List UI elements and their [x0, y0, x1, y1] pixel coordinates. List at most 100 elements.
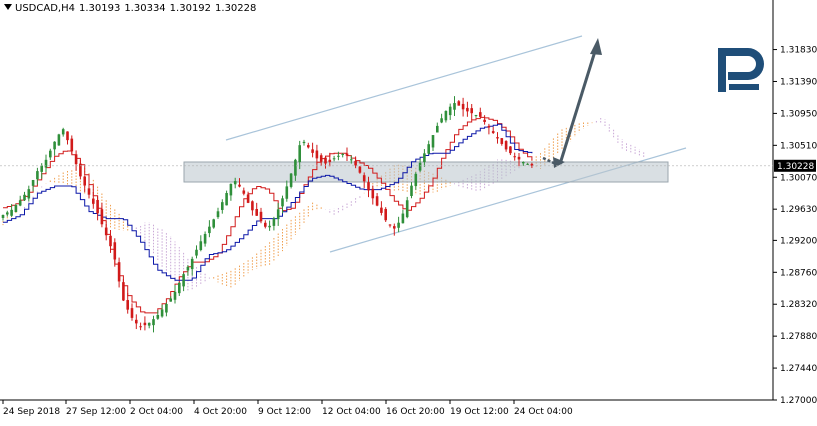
- candle-bear: [246, 194, 250, 203]
- candle-bull: [233, 181, 237, 185]
- candle-bear: [122, 282, 125, 301]
- candle-bull: [199, 241, 203, 251]
- candle-bear: [500, 138, 504, 144]
- candle-bear: [255, 209, 258, 216]
- candle-bear: [319, 155, 323, 162]
- candle-bull: [182, 274, 185, 287]
- candle-bull: [522, 161, 525, 164]
- y-tick-label: 1.30070: [780, 173, 817, 183]
- candle-bull: [350, 159, 353, 161]
- candle-bear: [466, 107, 469, 112]
- candle-bear: [135, 319, 138, 324]
- candle-bear: [517, 156, 521, 160]
- candle-bull: [397, 222, 400, 228]
- candle-bull: [337, 155, 340, 157]
- candle-bear: [311, 149, 314, 153]
- x-tick-label: 16 Oct 20:00: [386, 407, 445, 417]
- y-tick-label: 1.28760: [780, 268, 817, 278]
- dropdown-triangle-icon[interactable]: [4, 4, 12, 10]
- x-tick-label: 19 Oct 12:00: [450, 407, 509, 417]
- y-tick-label: 1.29200: [780, 236, 817, 246]
- candle-bear: [307, 145, 310, 148]
- candle-bear: [130, 308, 134, 318]
- arrow-head-icon: [590, 38, 602, 55]
- x-tick-label: 12 Oct 04:00: [322, 407, 381, 417]
- candle-bull: [526, 163, 529, 165]
- candle-bear: [79, 163, 82, 177]
- candle-bull: [332, 158, 336, 160]
- y-tick-label: 1.28320: [780, 300, 817, 310]
- y-tick-label: 1.31390: [780, 77, 817, 87]
- candle-bear: [491, 131, 495, 133]
- candle-bull: [341, 153, 344, 155]
- x-tick-label: 9 Oct 12:00: [258, 407, 311, 417]
- candle-bear: [513, 156, 516, 158]
- candle-bull: [298, 145, 301, 163]
- candle-bear: [375, 196, 379, 206]
- candle-bear: [384, 208, 387, 221]
- support-zone-box: [183, 161, 669, 183]
- candle-bear: [83, 176, 86, 186]
- candle-bear: [264, 222, 267, 227]
- candle-bear: [496, 137, 499, 139]
- candle-bear: [380, 207, 383, 213]
- candle-bear: [66, 131, 69, 141]
- candle-bear: [109, 235, 112, 247]
- x-tick-label: 27 Sep 12:00: [66, 407, 126, 417]
- candle-bull: [272, 218, 276, 226]
- candle-bear: [393, 226, 396, 229]
- candle-bull: [147, 322, 151, 326]
- candle-bull: [405, 200, 409, 218]
- candle-bull: [289, 173, 293, 187]
- candle-bear: [354, 160, 357, 166]
- candle-bear: [259, 211, 263, 222]
- candle-bear: [315, 150, 319, 159]
- candle-bull: [1, 214, 5, 218]
- candle-bull: [229, 183, 233, 196]
- candle-bear: [530, 163, 534, 166]
- x-tick-label: 2 Oct 04:00: [130, 407, 183, 417]
- chart-header: USDCAD,H4 1.30193 1.30334 1.30192 1.30228: [4, 3, 260, 14]
- candle-bull: [165, 303, 168, 313]
- candle-bear: [74, 154, 78, 165]
- candle-bull: [414, 173, 418, 187]
- candle-bear: [461, 103, 465, 110]
- candle-bull: [474, 115, 478, 117]
- candle-bear: [139, 326, 142, 328]
- x-tick-label: 4 Oct 20:00: [194, 407, 247, 417]
- y-tick-label: 1.29630: [780, 205, 817, 215]
- kijun-line: [3, 123, 533, 281]
- y-tick-label: 1.30510: [780, 141, 817, 151]
- candle-bear: [324, 157, 327, 164]
- candle-bull: [448, 106, 452, 116]
- symbol-label: USDCAD,H4: [15, 3, 75, 14]
- candle-bull: [440, 118, 443, 123]
- candle-bear: [251, 201, 254, 211]
- candle-bull: [444, 110, 448, 121]
- candle-bull: [285, 186, 289, 199]
- candle-bear: [504, 141, 508, 150]
- candle-bull: [57, 134, 61, 146]
- logo-icon: [718, 48, 764, 92]
- candle-bear: [345, 153, 349, 156]
- candle-bull: [216, 211, 220, 218]
- candle-bull: [27, 189, 31, 199]
- candle-bear: [238, 184, 241, 187]
- brand-logo-icon: [718, 48, 764, 92]
- candle-bull: [431, 135, 435, 148]
- y-tick-label: 1.30950: [780, 109, 817, 119]
- candle-bull: [23, 194, 26, 201]
- close-value: 1.30228: [215, 3, 257, 14]
- candle-bear: [126, 300, 129, 310]
- current-price-tag: [774, 159, 816, 172]
- current-price-label: 1.30228: [777, 162, 814, 172]
- candle-bull: [178, 282, 181, 294]
- brand-logo-bar: [729, 84, 759, 90]
- candle-bull: [31, 180, 35, 186]
- candle-bull: [44, 159, 48, 168]
- candle-bull: [294, 159, 297, 176]
- candle-bull: [160, 309, 164, 317]
- candle-bear: [96, 200, 99, 214]
- candle-bull: [281, 198, 284, 207]
